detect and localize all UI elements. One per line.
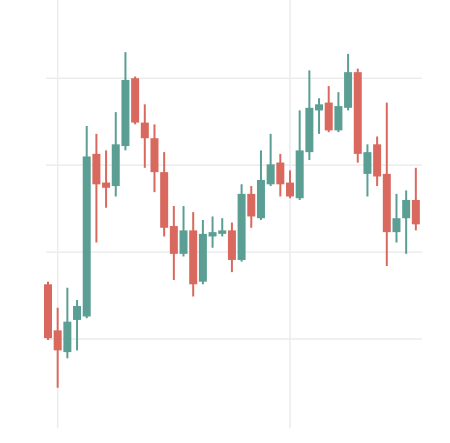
candle-body	[315, 104, 324, 111]
candle-body	[392, 218, 401, 233]
candle-body	[334, 106, 343, 131]
candle-body	[82, 156, 91, 317]
candle-body	[198, 233, 207, 282]
candle-body	[411, 199, 420, 225]
candle-body	[53, 330, 62, 351]
candle-body	[363, 152, 372, 174]
candle-body	[256, 179, 265, 219]
candle-body	[227, 230, 236, 260]
candle-body	[382, 173, 391, 233]
candle-body	[150, 138, 159, 173]
candle-body	[111, 144, 120, 187]
candle-body	[344, 72, 353, 108]
candle-body	[373, 144, 382, 177]
candle-body	[237, 193, 246, 260]
candle-body	[402, 199, 411, 219]
candle-body	[160, 172, 169, 228]
candle-body	[121, 79, 130, 147]
candle-body	[92, 153, 101, 185]
candle-body	[295, 150, 304, 199]
candle-body	[286, 182, 294, 197]
candle-body	[189, 230, 198, 285]
candle-body	[131, 78, 140, 123]
candle-body	[63, 321, 72, 353]
candle-body	[73, 306, 82, 320]
candle-body	[324, 102, 333, 131]
candle-body	[218, 230, 227, 234]
candle-body	[140, 122, 149, 139]
candle-body	[44, 284, 52, 339]
candle-body	[353, 72, 362, 154]
candle-body	[169, 226, 178, 254]
candle-body	[276, 162, 285, 185]
candle-body	[208, 232, 217, 237]
candle-body	[102, 182, 111, 188]
candle-body	[179, 230, 188, 254]
candle-body	[266, 164, 275, 185]
candle-body	[305, 107, 314, 153]
candle-body	[247, 193, 256, 217]
